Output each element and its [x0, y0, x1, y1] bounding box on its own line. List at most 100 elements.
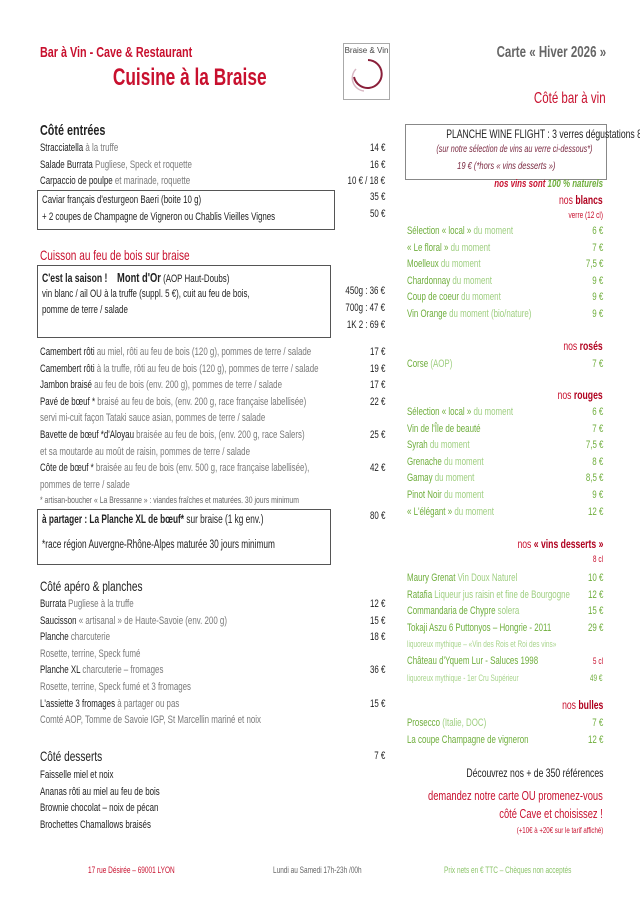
list-item: Moelleux du moment 7,5 € [407, 256, 603, 273]
item-text: Moelleux du moment [407, 256, 481, 273]
item-text: Carpaccio de poulpe et marinade, roquett… [40, 173, 190, 190]
montdor-title: C'est la saison ! Mont d'Or (AOP Haut-Do… [42, 270, 230, 285]
item-text: Tokaji Aszu 6 Puttonyos – Hongrie - 2011 [407, 620, 551, 637]
item-text: Faisselle miel et noix [40, 767, 114, 784]
list-item: L'assiette 3 fromages à partager ou pas 1… [40, 696, 385, 713]
item-name: Commandaria de Chypre [407, 605, 496, 618]
list-item: Coup de coeur du moment 9 € [407, 289, 603, 306]
list-item: Chardonnay du moment 9 € [407, 273, 603, 290]
item-text: Syrah du moment [407, 437, 470, 454]
item-name: Burrata [40, 598, 66, 610]
list-item: Château d'Yquem Lur - Saluces 1998 5 cl [407, 653, 603, 670]
item-text: servi mi-cuit façon Tataki sauce asian, … [40, 410, 265, 427]
list-item: Pinot Noir du moment 9 € [407, 487, 603, 504]
item-subline: liquoreux mythique – «Vin des Rois et Ro… [407, 639, 557, 650]
planche-price: 80 € [369, 510, 385, 522]
list-item: Comté AOP, Tomme de Savoie IGP, St Marce… [40, 712, 385, 729]
entrees-heading: Côté entrées [40, 122, 106, 139]
list-item: Brownie chocolat – noix de pécan [40, 800, 385, 817]
item-name: Chardonnay [407, 274, 451, 287]
list-item: liquoreux mythique – «Vin des Rois et Ro… [407, 636, 603, 653]
item-price: 10 € / 18 € [347, 175, 385, 188]
vins-desserts-list: Maury Grenat Vin Doux Naturel 10 € Ratafia… [407, 570, 603, 686]
item-description: du moment (bio/nature) [446, 307, 532, 320]
list-item: Côte de bœuf * braisée au feu de bois (e… [40, 460, 385, 477]
item-price: 36 € [369, 664, 385, 677]
list-item: Syrah du moment 7,5 € [407, 437, 603, 454]
item-name: Corse [407, 358, 429, 370]
item-description: Pugliese à la truffe [65, 598, 134, 610]
item-text: « L'élégant » du moment [407, 504, 494, 521]
item-text: Saucisson « artisanal » de Haute-Savoie … [40, 613, 227, 630]
item-text: Château d'Yquem Lur - Saluces 1998 [407, 653, 538, 670]
item-name: Côte de bœuf * [40, 462, 94, 475]
list-item: Rosette, terrine, Speck fumé et 3 fromag… [40, 679, 385, 696]
item-name: Planche XL [40, 664, 81, 677]
item-name: L'assiette 3 fromages [40, 697, 116, 710]
blancs-list: Sélection « local » du moment 6 € « Le flo… [407, 223, 603, 323]
item-description: charcuterie – fromages [80, 664, 164, 677]
item-price: 15 € [369, 697, 385, 710]
blancs-unit: verre (12 cl) [568, 210, 603, 220]
item-text: Jambon braisé au feu de bois (env. 200 g… [40, 377, 282, 394]
item-name: Brownie chocolat – noix de pécan [40, 802, 159, 815]
item-description: solera [495, 605, 520, 618]
item-price: 8,5 € [585, 472, 603, 485]
item-price: 12 € [587, 505, 603, 518]
bulles-list: Prosecco (Italie, DOC) 7 € La coupe Champa… [407, 715, 603, 748]
item-text: Brownie chocolat – noix de pécan [40, 800, 158, 817]
list-item: liquoreux mythique - 1er Cru Supérieur 49… [407, 670, 603, 687]
footer-address: 17 rue Désirée – 69001 LYON [88, 865, 175, 875]
vins-desserts-unit: 8 cl [592, 554, 603, 564]
item-description: (AOP) [428, 358, 453, 370]
item-text: Rosette, terrine, Speck fumé et 3 fromag… [40, 679, 191, 696]
cave-line4: (+10€ à +20€ sur le tarif affiché) [516, 825, 603, 835]
item-text: Camembert rôti au miel, rôti au feu de b… [40, 344, 311, 361]
list-item: Grenache du moment 8 € [407, 454, 603, 471]
item-text: Coup de coeur du moment [407, 289, 501, 306]
list-item: Sélection « local » du moment 6 € [407, 223, 603, 240]
caviar-price2: 50 € [369, 208, 385, 220]
item-description: Liqueur jus raisin et fine de Bourgogne [432, 588, 570, 601]
item-name: Syrah [407, 439, 428, 452]
item-price: 9 € [591, 307, 603, 320]
item-price: 12 € [587, 733, 603, 746]
desserts-heading: Côté desserts [40, 748, 103, 764]
item-description: Rosette, terrine, Speck fumé et 3 fromag… [40, 680, 191, 693]
item-text: Bavette de bœuf *d'Aloyau braisée au feu… [40, 427, 305, 444]
list-item: Vin Orange du moment (bio/nature) 9 € [407, 306, 603, 323]
restaurant-subtitle: Bar à Vin - Cave & Restaurant [40, 44, 193, 61]
item-name: Maury Grenat [407, 572, 456, 584]
item-name: Jambon braisé [40, 379, 92, 392]
item-name: Tokaji Aszu 6 Puttonyos – Hongrie - 2011 [407, 621, 552, 634]
item-description: braisée au feu de bois (env. 500 g, race… [93, 462, 310, 475]
list-item: Planche XL charcuterie – fromages 36 € [40, 662, 385, 679]
item-price: 12 € [587, 588, 603, 601]
item-name: Faisselle miel et noix [40, 769, 114, 781]
item-name: Ratafia [407, 588, 433, 601]
item-description: braisée au feu de bois, (env. 200 g, rac… [133, 428, 305, 441]
item-description: du moment [441, 455, 484, 468]
cuisson-list: Camembert rôti au miel, rôti au feu de b… [40, 344, 385, 510]
item-description: (Italie, DOC) [440, 717, 487, 729]
item-name: Vin de l'Île de beauté [407, 422, 481, 435]
item-name: Carpaccio de poulpe [40, 175, 113, 188]
item-price: 22 € [369, 395, 385, 408]
item-description: au feu de bois (env. 200 g), pommes de t… [91, 379, 282, 392]
item-description: braisé au feu de bois, (env. 200 g, race… [95, 395, 307, 408]
item-price: 25 € [369, 428, 385, 441]
caviar-line1: Caviar français d'esturgeon Baeri (boite… [42, 194, 202, 206]
item-text: * artisan-boucher « La Bressanne » : via… [40, 493, 299, 510]
item-price: 9 € [591, 291, 603, 304]
item-description: à la truffe, rôti au feu de bois (120 g)… [94, 362, 319, 375]
list-item: Pavé de bœuf * braisé au feu de bois, (e… [40, 394, 385, 411]
item-text: Corse (AOP) [407, 356, 452, 373]
footer-hours: Lundi au Samedi 17h-23h /00h [273, 865, 362, 875]
item-price: 16 € [369, 158, 385, 171]
item-price: 15 € [587, 605, 603, 618]
item-name: Pavé de bœuf * [40, 395, 96, 408]
item-price: 7,5 € [585, 439, 603, 452]
list-item: Corse (AOP) 7 € [407, 356, 603, 373]
footer-payment: Prix nets en € TTC – Chèques non accepté… [444, 865, 572, 875]
list-item: « Le floral » du moment 7 € [407, 240, 603, 257]
